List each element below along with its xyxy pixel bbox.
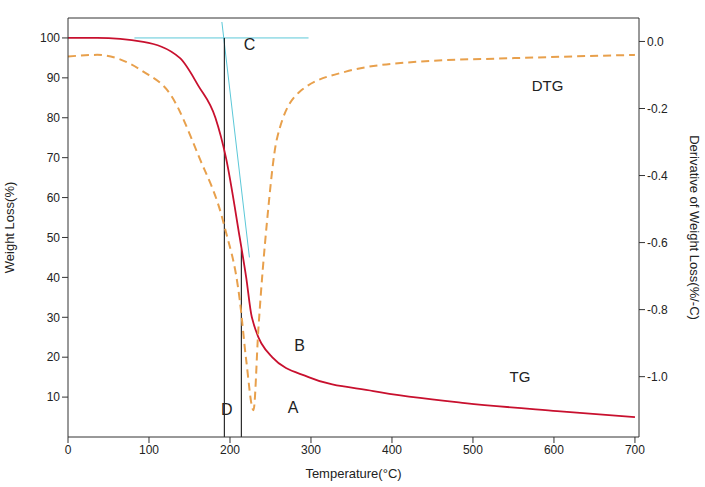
svg-text:Temperature(°C): Temperature(°C): [305, 466, 401, 481]
svg-text:-0.6: -0.6: [647, 236, 668, 250]
svg-text:50: 50: [47, 231, 61, 245]
svg-text:TG: TG: [510, 368, 531, 385]
svg-text:-0.4: -0.4: [647, 169, 668, 183]
svg-text:80: 80: [47, 111, 61, 125]
svg-text:200: 200: [220, 443, 240, 457]
svg-text:Derivative of Weight Loss(%/-C: Derivative of Weight Loss(%/-C): [687, 135, 702, 320]
svg-text:100: 100: [139, 443, 159, 457]
svg-text:A: A: [288, 399, 299, 416]
svg-text:0: 0: [65, 443, 72, 457]
svg-text:10: 10: [47, 390, 61, 404]
svg-text:90: 90: [47, 71, 61, 85]
svg-text:700: 700: [625, 443, 645, 457]
svg-text:20: 20: [47, 350, 61, 364]
svg-text:B: B: [294, 337, 305, 354]
svg-text:100: 100: [40, 31, 60, 45]
svg-text:DTG: DTG: [532, 77, 564, 94]
svg-text:C: C: [244, 36, 256, 53]
svg-text:40: 40: [47, 271, 61, 285]
svg-text:300: 300: [301, 443, 321, 457]
svg-text:600: 600: [544, 443, 564, 457]
svg-text:60: 60: [47, 191, 61, 205]
svg-text:-0.8: -0.8: [647, 303, 668, 317]
svg-text:Weight Loss(%): Weight Loss(%): [2, 182, 17, 274]
svg-text:400: 400: [382, 443, 402, 457]
svg-text:30: 30: [47, 311, 61, 325]
svg-text:-1.0: -1.0: [647, 370, 668, 384]
svg-text:D: D: [221, 401, 233, 418]
svg-text:-0.2: -0.2: [647, 102, 668, 116]
svg-text:0.0: 0.0: [647, 35, 664, 49]
svg-text:500: 500: [463, 443, 483, 457]
svg-text:70: 70: [47, 151, 61, 165]
